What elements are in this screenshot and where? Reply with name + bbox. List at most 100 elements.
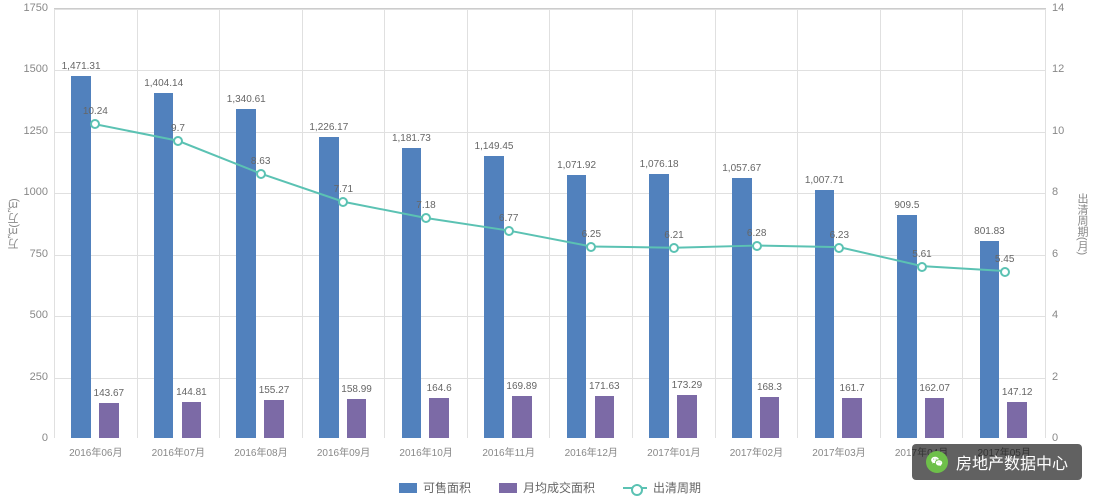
line-value-label: 5.61 — [912, 249, 931, 260]
xtick: 2016年10月 — [385, 438, 467, 459]
legend-item-primary: 可售面积 — [399, 479, 471, 496]
secondary-bar: 155.27 — [264, 400, 284, 438]
line-value-label: 6.77 — [499, 213, 518, 224]
ytick-right: 8 — [1046, 186, 1076, 198]
primary-bar-value: 1,007.71 — [805, 175, 844, 186]
line-value-label: 7.18 — [416, 200, 435, 211]
ytick-right: 2 — [1046, 371, 1076, 383]
bar-group: 801.83147.122017年05月 — [963, 9, 1046, 438]
primary-bar: 1,181.73 — [402, 148, 422, 438]
legend: 可售面积 月均成交面积 出清周期 — [0, 479, 1100, 496]
ytick-right: 10 — [1046, 125, 1076, 137]
watermark-text: 房地产数据中心 — [956, 450, 1068, 474]
plot-area: 0250500750100012501500175002468101214万㎡(… — [54, 8, 1046, 438]
line-value-label: 6.23 — [830, 230, 849, 241]
secondary-bar-value: 144.81 — [176, 387, 207, 398]
ytick-right: 0 — [1046, 432, 1076, 444]
bar-group: 1,071.92171.632016年12月 — [550, 9, 633, 438]
secondary-bar-value: 171.63 — [589, 381, 620, 392]
secondary-bar: 144.81 — [182, 402, 202, 438]
line-marker — [834, 243, 844, 253]
bar-group: 1,226.17158.992016年09月 — [303, 9, 386, 438]
legend-item-line: 出清周期 — [623, 479, 701, 496]
y-axis-left-label: 万㎡(万㎡) — [6, 198, 22, 249]
ytick-left: 500 — [14, 309, 54, 321]
primary-bar-value: 1,181.73 — [392, 133, 431, 144]
xtick: 2016年09月 — [303, 438, 385, 459]
primary-bar-value: 1,226.17 — [309, 122, 348, 133]
line-marker — [256, 169, 266, 179]
primary-bar: 1,057.67 — [732, 178, 752, 438]
legend-secondary-label: 月均成交面积 — [523, 479, 595, 496]
bar-group: 1,057.67168.32017年02月 — [716, 9, 799, 438]
ytick-left: 1750 — [14, 2, 54, 14]
wechat-icon — [926, 451, 948, 473]
legend-swatch-bar — [499, 483, 517, 493]
watermark: 房地产数据中心 — [912, 444, 1082, 480]
secondary-bar: 162.07 — [925, 398, 945, 438]
ytick-right: 12 — [1046, 63, 1076, 75]
bar-group: 909.5162.072017年04月 — [881, 9, 964, 438]
xtick: 2016年08月 — [220, 438, 302, 459]
line-marker — [173, 136, 183, 146]
bar-group: 1,404.14144.812016年07月 — [138, 9, 221, 438]
bar-group: 1,471.31143.672016年06月 — [54, 9, 138, 438]
secondary-bar-value: 173.29 — [672, 380, 703, 391]
secondary-bar-value: 169.89 — [506, 381, 537, 392]
primary-bar: 1,471.31 — [71, 76, 91, 438]
line-marker — [1000, 267, 1010, 277]
primary-bar-value: 801.83 — [974, 226, 1005, 237]
secondary-bar: 161.7 — [842, 398, 862, 438]
secondary-bar-value: 161.7 — [840, 383, 865, 394]
y-axis-right-label: 出清周期(月) — [1074, 192, 1090, 254]
primary-bar: 1,071.92 — [567, 175, 587, 438]
xtick: 2016年06月 — [55, 438, 137, 459]
primary-bar-value: 909.5 — [894, 200, 919, 211]
bar-group: 1,007.71161.72017年03月 — [798, 9, 881, 438]
secondary-bar: 168.3 — [760, 397, 780, 438]
line-value-label: 9.7 — [171, 123, 185, 134]
legend-line-label: 出清周期 — [653, 479, 701, 496]
ytick-right: 14 — [1046, 2, 1076, 14]
line-value-label: 10.24 — [83, 106, 108, 117]
primary-bar-value: 1,071.92 — [557, 160, 596, 171]
secondary-bar: 164.6 — [429, 398, 449, 438]
bars-layer: 1,471.31143.672016年06月1,404.14144.812016… — [54, 9, 1046, 438]
primary-bar-value: 1,340.61 — [227, 94, 266, 105]
line-marker — [752, 241, 762, 251]
legend-swatch-line — [623, 487, 647, 489]
bar-group: 1,181.73164.62016年10月 — [385, 9, 468, 438]
ytick-left: 250 — [14, 371, 54, 383]
ytick-right: 6 — [1046, 248, 1076, 260]
secondary-bar: 171.63 — [595, 396, 615, 438]
line-value-label: 6.21 — [664, 230, 683, 241]
primary-bar-value: 1,404.14 — [144, 78, 183, 89]
primary-bar: 1,404.14 — [154, 93, 174, 438]
ytick-left: 1500 — [14, 63, 54, 75]
chart-container: 0250500750100012501500175002468101214万㎡(… — [0, 0, 1100, 500]
ytick-right: 4 — [1046, 309, 1076, 321]
xtick: 2017年01月 — [633, 438, 715, 459]
bar-group: 1,340.61155.272016年08月 — [220, 9, 303, 438]
primary-bar-value: 1,471.31 — [62, 61, 101, 72]
secondary-bar-value: 147.12 — [1002, 387, 1033, 398]
bar-group: 1,076.18173.292017年01月 — [633, 9, 716, 438]
xtick: 2017年03月 — [798, 438, 880, 459]
secondary-bar-value: 162.07 — [919, 383, 950, 394]
legend-primary-label: 可售面积 — [423, 479, 471, 496]
xtick: 2016年07月 — [138, 438, 220, 459]
primary-bar: 1,149.45 — [484, 156, 504, 438]
line-marker — [917, 262, 927, 272]
primary-bar: 801.83 — [980, 241, 1000, 438]
line-value-label: 8.63 — [251, 156, 270, 167]
secondary-bar: 143.67 — [99, 403, 119, 438]
primary-bar-value: 1,076.18 — [640, 159, 679, 170]
ytick-left: 1250 — [14, 125, 54, 137]
legend-swatch-bar — [399, 483, 417, 493]
primary-bar-value: 1,057.67 — [722, 163, 761, 174]
secondary-bar-value: 143.67 — [94, 388, 125, 399]
secondary-bar-value: 158.99 — [341, 384, 372, 395]
primary-bar: 1,226.17 — [319, 137, 339, 438]
secondary-bar-value: 155.27 — [259, 385, 290, 396]
ytick-left: 0 — [14, 432, 54, 444]
